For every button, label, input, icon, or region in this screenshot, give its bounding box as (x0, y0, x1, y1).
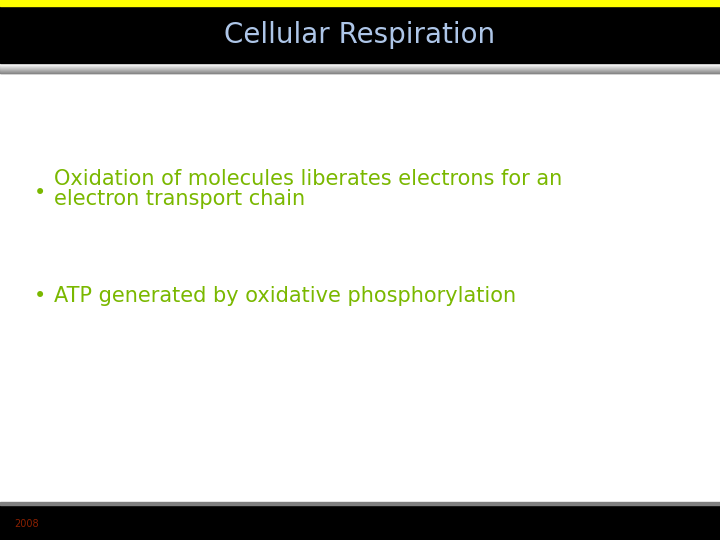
Text: •: • (33, 183, 46, 203)
Bar (0, 6, 720, 63)
Bar (0, 0, 720, 6)
Text: ATP generated by oxidative phosphorylation: ATP generated by oxidative phosphorylati… (54, 286, 516, 306)
Text: Cellular Respiration: Cellular Respiration (225, 21, 495, 49)
Text: Oxidation of molecules liberates electrons for an: Oxidation of molecules liberates electro… (54, 168, 562, 188)
Text: electron transport chain: electron transport chain (54, 188, 305, 208)
Bar (0, 505, 720, 540)
Text: 2008: 2008 (14, 519, 39, 529)
Bar (0, 502, 720, 505)
Text: •: • (33, 286, 46, 306)
